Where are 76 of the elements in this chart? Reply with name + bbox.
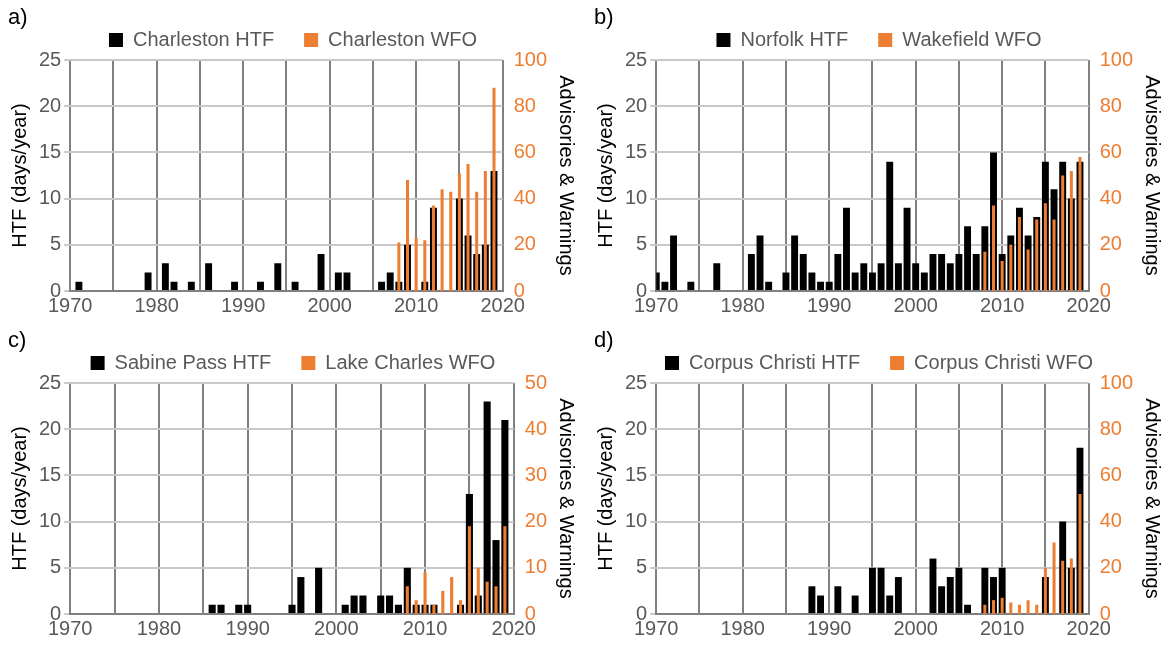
- legend-label: Lake Charles WFO: [325, 350, 496, 373]
- legend-label: Corpus Christi WFO: [914, 350, 1094, 373]
- x-tick-label: 1990: [220, 293, 266, 316]
- y2-tick-label: 40: [1099, 509, 1122, 532]
- y2-tick-label: 50: [524, 370, 547, 393]
- y2-tick-label: 10: [524, 555, 547, 578]
- y2-tick-label: 100: [1099, 47, 1134, 70]
- x-tick-label: 2010: [979, 616, 1025, 639]
- x-tick-label: 1980: [720, 616, 765, 639]
- legend-label: Corpus Christi HTF: [688, 350, 861, 373]
- y-tick-label: 15: [625, 462, 648, 485]
- y2-tick-label: 40: [524, 416, 547, 439]
- y2-tick-label: 80: [1099, 93, 1122, 116]
- y2-axis-title: Advisories & Warnings: [556, 75, 579, 276]
- y-tick-label: 20: [39, 416, 62, 439]
- chart-title: d): [594, 327, 614, 353]
- chart-title: a): [8, 4, 28, 30]
- y-tick-label: 20: [39, 93, 62, 116]
- x-tick-label: 1980: [134, 293, 179, 316]
- chart-title: b): [594, 4, 614, 30]
- x-tick-label: 2010: [402, 616, 448, 639]
- y-tick-label: 25: [625, 370, 648, 393]
- x-tick-label: 2010: [393, 293, 439, 316]
- x-tick-label: 2000: [307, 293, 352, 316]
- legend-label: Charleston WFO: [328, 27, 478, 50]
- y-tick-label: 5: [636, 555, 648, 578]
- y2-axis-title: Advisories & Warnings: [1142, 75, 1165, 276]
- y2-tick-label: 30: [524, 462, 547, 485]
- x-tick-label: 1990: [806, 293, 852, 316]
- y2-tick-label: 60: [513, 139, 536, 162]
- y-tick-label: 25: [39, 370, 62, 393]
- y-tick-label: 20: [625, 416, 648, 439]
- y-tick-label: 10: [625, 509, 648, 532]
- y2-tick-label: 100: [513, 47, 548, 70]
- y2-tick-label: 40: [1099, 186, 1122, 209]
- x-tick-label: 1990: [806, 616, 852, 639]
- y-tick-label: 10: [39, 186, 62, 209]
- y-tick-label: 20: [625, 93, 648, 116]
- y2-tick-label: 60: [1099, 462, 1122, 485]
- y2-axis-title: Advisories & Warnings: [1142, 398, 1165, 599]
- y-tick-label: 25: [625, 47, 648, 70]
- y-tick-label: 15: [625, 139, 648, 162]
- y2-axis-title: Advisories & Warnings: [556, 398, 579, 599]
- y2-tick-label: 20: [1099, 555, 1122, 578]
- y-axis-title: HTF (days/year): [7, 426, 30, 571]
- y-tick-label: 10: [39, 509, 62, 532]
- y2-tick-label: 80: [1099, 416, 1122, 439]
- y2-tick-label: 100: [1099, 370, 1134, 393]
- y-axis-title: HTF (days/year): [7, 103, 30, 248]
- y2-tick-label: 60: [1099, 139, 1122, 162]
- x-tick-label: 2000: [314, 616, 359, 639]
- y2-tick-label: 40: [513, 186, 536, 209]
- x-tick-label: 2010: [979, 293, 1025, 316]
- y-tick-label: 25: [39, 47, 62, 70]
- y-axis-title: HTF (days/year): [593, 426, 616, 571]
- y-tick-label: 5: [636, 232, 648, 255]
- y-tick-label: 15: [39, 139, 62, 162]
- y-tick-label: 5: [50, 555, 62, 578]
- x-tick-label: 2000: [893, 616, 938, 639]
- y2-tick-label: 20: [524, 509, 547, 532]
- y-tick-label: 15: [39, 462, 62, 485]
- chart-title: c): [8, 327, 27, 353]
- legend-label: Norfolk HTF: [740, 27, 849, 50]
- y-tick-label: 5: [50, 232, 62, 255]
- legend-label: Wakefield WFO: [902, 27, 1042, 50]
- x-tick-label: 2000: [893, 293, 938, 316]
- y2-tick-label: 80: [513, 93, 536, 116]
- legend-label: Sabine Pass HTF: [114, 350, 272, 373]
- legend-label: Charleston HTF: [132, 27, 275, 50]
- x-tick-label: 1980: [136, 616, 182, 639]
- y2-tick-label: 20: [513, 232, 536, 255]
- y2-tick-label: 20: [1099, 232, 1122, 255]
- y-tick-label: 10: [625, 186, 648, 209]
- x-tick-label: 1990: [225, 616, 270, 639]
- y-axis-title: HTF (days/year): [593, 103, 616, 248]
- x-tick-label: 1980: [720, 293, 765, 316]
